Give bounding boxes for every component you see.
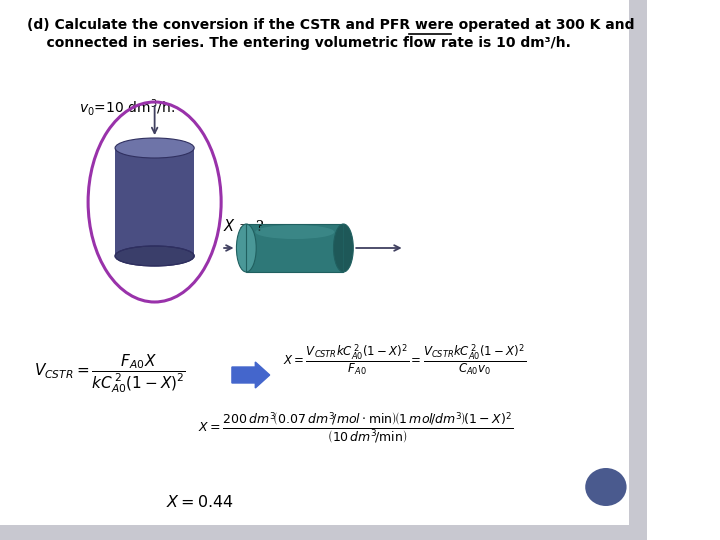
Ellipse shape (115, 138, 194, 158)
FancyArrow shape (232, 362, 270, 388)
Ellipse shape (115, 246, 194, 266)
Text: $\it{X}$ = ?: $\it{X}$ = ? (223, 218, 264, 234)
Ellipse shape (236, 224, 256, 272)
Bar (246, 224, 343, 272)
Text: $\it{X}=0.44$: $\it{X}=0.44$ (166, 494, 234, 511)
Bar (246, 224, 343, 272)
Bar (0, 525, 629, 540)
Bar (115, 148, 194, 256)
Text: $V_{\mathit{CSTR}}=\dfrac{F_{A0}X}{kC^{\,2}_{A0}(1-X)^{2}}$: $V_{\mathit{CSTR}}=\dfrac{F_{A0}X}{kC^{\… (34, 352, 186, 395)
Text: (d) Calculate the conversion if the CSTR and PFR were operated at 300 K and: (d) Calculate the conversion if the CSTR… (27, 18, 634, 32)
Text: $X=\dfrac{200\,dm^3\!\left(0.07\,dm^3\!/mol\cdot\min\right)\!\left(1\,mol\!/dm^3: $X=\dfrac{200\,dm^3\!\left(0.07\,dm^3\!/… (198, 410, 513, 445)
Ellipse shape (333, 224, 354, 272)
Text: connected in series. The entering volumetric flow rate is 10 dm³/h.: connected in series. The entering volume… (27, 36, 571, 50)
Ellipse shape (585, 468, 626, 506)
Bar (629, 0, 647, 540)
Text: $\it{v}$$_0$=10 dm$^3$/h.: $\it{v}$$_0$=10 dm$^3$/h. (79, 97, 175, 118)
Ellipse shape (256, 225, 334, 239)
Text: $X=\dfrac{V_{\mathit{CSTR}}kC^{\,2}_{A0}(1-X)^{2}}{F_{A0}}=\dfrac{V_{\mathit{CST: $X=\dfrac{V_{\mathit{CSTR}}kC^{\,2}_{A0}… (283, 342, 526, 377)
